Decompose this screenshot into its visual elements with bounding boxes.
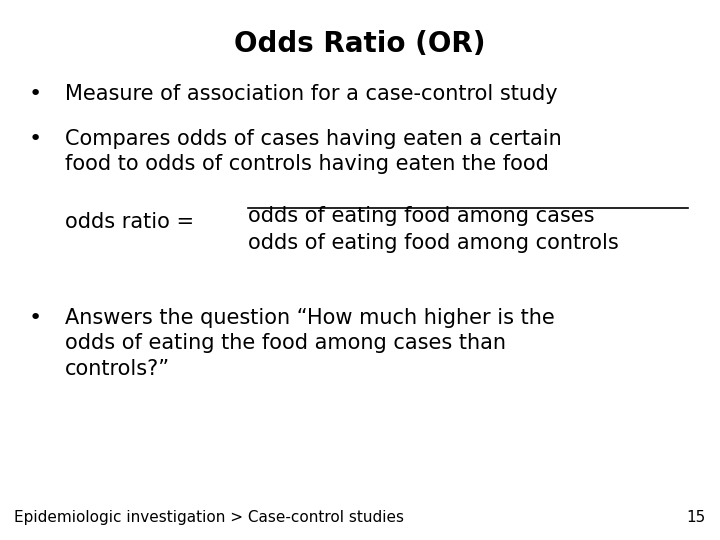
Text: odds of eating food among controls: odds of eating food among controls — [248, 233, 619, 253]
Text: food to odds of controls having eaten the food: food to odds of controls having eaten th… — [65, 154, 549, 174]
Text: odds ratio =: odds ratio = — [65, 212, 201, 233]
Text: •: • — [29, 84, 42, 104]
Text: Odds Ratio (OR): Odds Ratio (OR) — [234, 30, 486, 58]
Text: odds of eating the food among cases than: odds of eating the food among cases than — [65, 333, 505, 353]
Text: Answers the question “How much higher is the: Answers the question “How much higher is… — [65, 308, 554, 328]
Text: 15: 15 — [686, 510, 706, 525]
Text: •: • — [29, 308, 42, 328]
Text: controls?”: controls?” — [65, 359, 170, 379]
Text: Measure of association for a case-control study: Measure of association for a case-contro… — [65, 84, 557, 104]
Text: •: • — [29, 129, 42, 148]
Text: Compares odds of cases having eaten a certain: Compares odds of cases having eaten a ce… — [65, 129, 562, 148]
Text: odds of eating food among cases: odds of eating food among cases — [248, 206, 595, 226]
Text: Epidemiologic investigation > Case-control studies: Epidemiologic investigation > Case-contr… — [14, 510, 405, 525]
